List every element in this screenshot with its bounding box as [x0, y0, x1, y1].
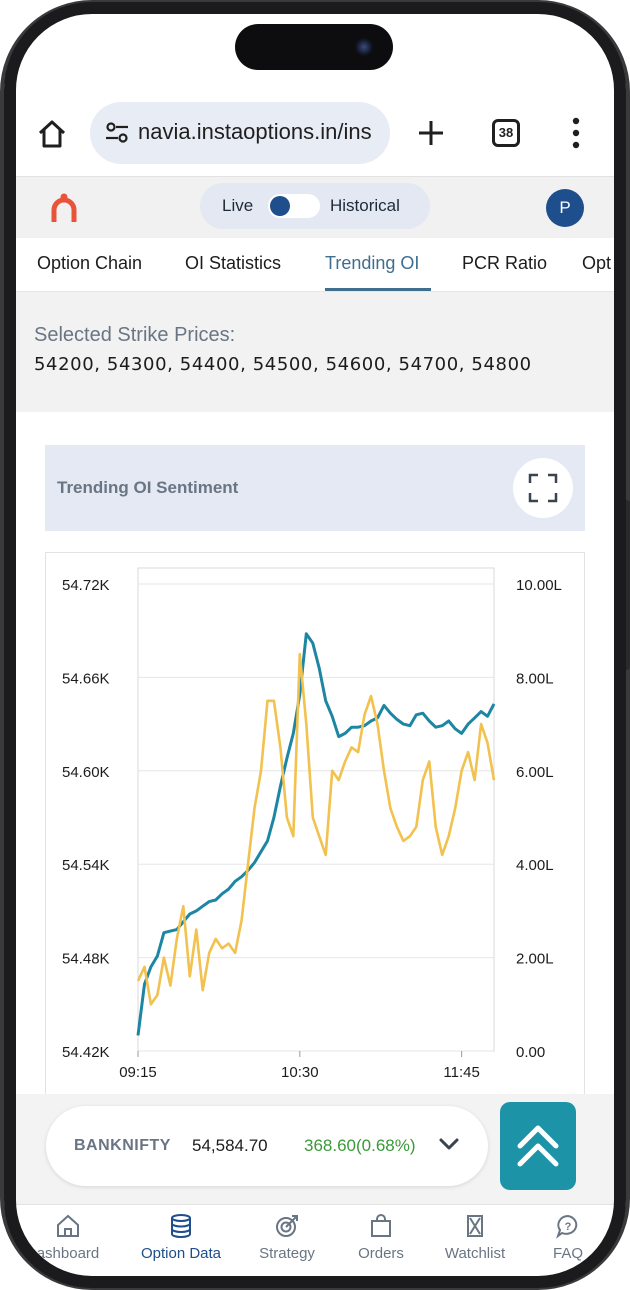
chevron-down-icon[interactable] [438, 1136, 460, 1152]
price-series-line [136, 632, 496, 1036]
ticker-change: 368.60(0.68%) [304, 1136, 416, 1155]
tab-oi-statistics[interactable]: OI Statistics [185, 253, 282, 273]
y-left-tick-label: 54.54K [62, 857, 110, 874]
nav-label: Watchlist [444, 1245, 506, 1262]
nav-label: Orders [358, 1245, 404, 1262]
y-right-tick-label: 6.00L [516, 764, 554, 781]
tabs-icon[interactable]: 38 [492, 119, 520, 147]
phone-bezel [4, 2, 626, 1288]
toggle-knob [270, 196, 290, 216]
live-label[interactable]: Live [222, 196, 254, 215]
scroll-to-top-button[interactable] [500, 1102, 576, 1190]
nav-option-data[interactable]: Option Data [131, 1213, 231, 1262]
oi-series-line [136, 652, 496, 1006]
strike-title: Selected Strike Prices: [34, 324, 236, 346]
nav-watchlist[interactable]: Watchlist [425, 1213, 525, 1262]
side-button [624, 500, 630, 670]
y-right-tick-label: 0.00 [516, 1044, 545, 1061]
y-left-tick-label: 54.42K [62, 1044, 110, 1061]
app-header: Live Historical P [16, 176, 614, 238]
ticker-zone: BANKNIFTY 54,584.70 368.60(0.68%) [16, 1094, 614, 1204]
dynamic-island [235, 24, 393, 70]
avatar[interactable]: P [546, 189, 584, 227]
fullscreen-icon [528, 473, 558, 503]
strike-values: 54200, 54300, 54400, 54500, 54600, 54700… [34, 354, 532, 375]
tab-option-chain[interactable]: Option Chain [37, 253, 143, 273]
url-text[interactable]: navia.instaoptions.in/ins [138, 119, 372, 144]
target-icon [276, 1215, 298, 1237]
tab-pcr-ratio[interactable]: PCR Ratio [462, 253, 548, 273]
x-tick-label: 09:15 [119, 1064, 157, 1081]
historical-label[interactable]: Historical [330, 196, 400, 215]
x-tick-label: 11:45 [443, 1064, 479, 1081]
chart-card-header: Trending OI Sentiment [45, 445, 585, 531]
fullscreen-button[interactable] [513, 458, 573, 518]
navia-logo-icon[interactable] [50, 192, 78, 224]
shopping-bag-icon [371, 1214, 391, 1237]
y-right-tick-label: 10.00L [516, 577, 562, 594]
y-left-tick-label: 54.60K [62, 764, 110, 781]
ticker-symbol: BANKNIFTY [74, 1137, 171, 1154]
new-tab-icon[interactable] [416, 118, 446, 148]
y-left-tick-label: 54.66K [62, 670, 110, 687]
double-chevron-up-icon [517, 1125, 559, 1167]
y-right-tick-label: 2.00L [516, 951, 554, 968]
y-right-tick-label: 4.00L [516, 857, 554, 874]
y-left-tick-label: 54.72K [62, 577, 110, 594]
nav-strategy[interactable]: Strategy [237, 1213, 337, 1262]
mode-toggle[interactable] [268, 194, 320, 218]
more-menu-icon[interactable] [572, 117, 580, 149]
x-tick-label: 10:30 [281, 1064, 319, 1081]
active-tab-indicator [325, 288, 431, 291]
nav-label: Option Data [140, 1245, 222, 1262]
tab-trending-oi[interactable]: Trending OI [325, 253, 420, 273]
y-left-tick-label: 54.48K [62, 951, 110, 968]
site-settings-icon[interactable] [104, 121, 130, 145]
hourglass-icon [467, 1215, 483, 1237]
tab-opt[interactable]: Opt [582, 253, 612, 273]
screen: navia.instaoptions.in/ins 38 Live [16, 14, 614, 1276]
ticker-price: 54,584.70 [192, 1136, 268, 1155]
selected-strikes-panel: Selected Strike Prices: 54200, 54300, 54… [16, 292, 614, 412]
chart-container: 54.72K 54.66K 54.60K 54.54K 54.48K 54.42K 10.0… [45, 552, 585, 1112]
nav-label: Strategy [259, 1245, 315, 1262]
tab-bar: Option Chain OI Statistics Trending OI P… [16, 238, 614, 292]
nav-orders[interactable]: Orders [331, 1213, 431, 1262]
trending-oi-chart: 54.72K 54.66K 54.60K 54.54K 54.48K 54.42K 10.0… [62, 567, 562, 1081]
index-ticker[interactable]: BANKNIFTY 54,584.70 368.60(0.68%) [46, 1106, 488, 1186]
address-bar[interactable]: navia.instaoptions.in/ins [90, 102, 390, 164]
chart-title: Trending OI Sentiment [57, 478, 239, 497]
live-historical-switch[interactable]: Live Historical [200, 183, 430, 229]
home-icon[interactable] [36, 118, 68, 150]
camera-icon [355, 38, 373, 56]
database-icon [171, 1214, 191, 1238]
browser-toolbar: navia.instaoptions.in/ins 38 [16, 98, 614, 176]
y-right-tick-label: 8.00L [516, 670, 554, 687]
